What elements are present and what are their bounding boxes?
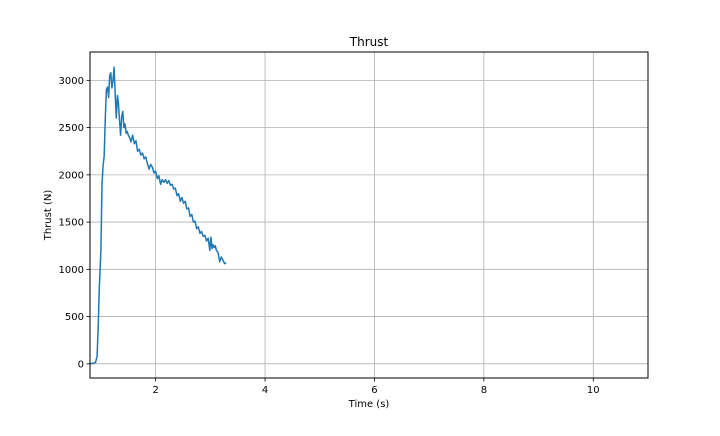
plot-frame <box>89 51 649 379</box>
y-axis-ticks: 0 500 1000 1500 2000 2500 3000 <box>59 76 90 370</box>
y-tick-label: 1500 <box>59 218 84 229</box>
series-layer <box>89 66 227 365</box>
x-tick-label: 8 <box>481 385 487 396</box>
y-tick-label: 3000 <box>59 76 84 87</box>
y-tick-label: 500 <box>65 312 84 323</box>
y-axis-label: Thrust (N) <box>43 190 54 242</box>
y-tick-label: 1000 <box>59 265 84 276</box>
y-tick-label: 0 <box>78 359 84 370</box>
y-tick-label: 2000 <box>59 170 84 181</box>
chart-title: Thrust <box>349 35 389 49</box>
grid-layer <box>90 52 648 378</box>
thrust-series-line <box>89 66 227 365</box>
y-tick-label: 2500 <box>59 123 84 134</box>
x-axis-ticks: 2 4 6 8 10 <box>152 378 600 396</box>
x-tick-label: 10 <box>587 385 600 396</box>
x-axis-label: Time (s) <box>348 399 390 410</box>
x-tick-label: 6 <box>371 385 377 396</box>
x-tick-label: 4 <box>262 385 268 396</box>
x-tick-label: 2 <box>152 385 158 396</box>
